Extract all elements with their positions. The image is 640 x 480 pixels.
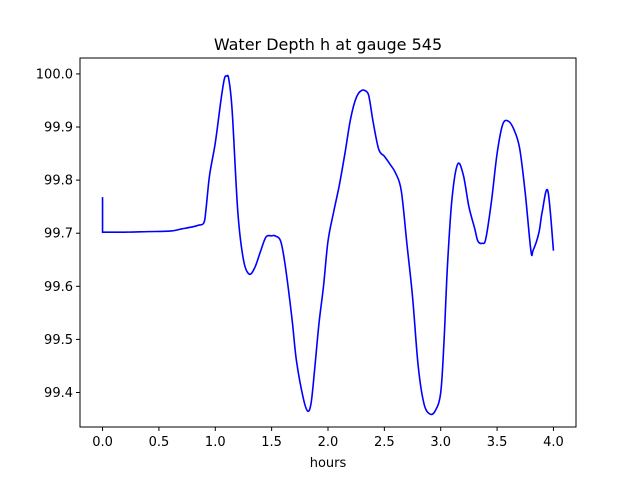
x-axis: 0.0 0.5 1.0 1.5 2.0 2.5 3.0 3.5 4.0 — [92, 427, 564, 450]
y-tick-label: 99.6 — [44, 280, 73, 295]
x-tick-label: 1.5 — [261, 435, 282, 450]
y-tick-label: 99.4 — [44, 386, 73, 401]
x-tick-label: 4.0 — [543, 435, 564, 450]
x-tick-label: 1.0 — [205, 435, 226, 450]
x-tick-label: 0.5 — [149, 435, 170, 450]
y-axis: 99.4 99.5 99.6 99.7 99.8 99.9 100.0 — [36, 67, 80, 401]
x-tick-label: 3.0 — [430, 435, 451, 450]
y-tick-label: 100.0 — [36, 67, 73, 82]
x-axis-label: hours — [310, 456, 347, 471]
x-tick-label: 2.0 — [318, 435, 339, 450]
y-tick-label: 99.8 — [44, 174, 73, 189]
x-tick-label: 3.5 — [487, 435, 508, 450]
series-line — [101, 74, 555, 416]
x-tick-label: 0.0 — [92, 435, 113, 450]
y-tick-label: 99.5 — [44, 333, 73, 348]
y-tick-label: 99.7 — [44, 227, 73, 242]
chart-title: Water Depth h at gauge 545 — [214, 35, 442, 54]
y-tick-label: 99.9 — [44, 121, 73, 136]
plot-area — [101, 74, 555, 416]
x-tick-label: 2.5 — [374, 435, 395, 450]
